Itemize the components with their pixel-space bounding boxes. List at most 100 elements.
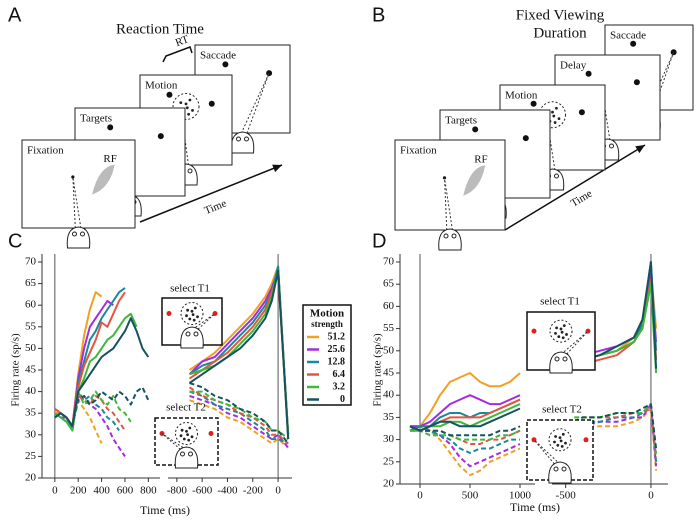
inset-label: select T1 xyxy=(540,296,580,308)
eye xyxy=(80,231,85,237)
eye xyxy=(562,356,568,362)
line-t1 xyxy=(188,265,290,435)
y-tick-label: 55 xyxy=(383,322,395,334)
line-t1 xyxy=(409,407,521,432)
target xyxy=(222,61,229,68)
motion-dot xyxy=(180,428,184,432)
line-t2 xyxy=(54,394,126,432)
motion-dot xyxy=(182,437,186,441)
x-tick-label: 400 xyxy=(93,485,110,497)
y-tick-label: 70 xyxy=(25,256,37,268)
line-t1 xyxy=(54,312,138,432)
motion-dot xyxy=(560,445,564,448)
y-tick-label: 45 xyxy=(383,367,395,379)
motion-dot xyxy=(558,436,562,439)
line-t2 xyxy=(573,403,658,449)
monkey-head xyxy=(438,228,462,251)
aperture xyxy=(549,319,573,343)
eye xyxy=(554,356,560,362)
motion-dot xyxy=(551,110,554,114)
motion-dot xyxy=(554,435,557,438)
y-tick-label: 70 xyxy=(383,256,395,268)
motion-dot xyxy=(557,117,561,121)
y-tick-label: 60 xyxy=(383,300,395,312)
legend-title: Motion xyxy=(310,308,344,320)
motion-dot xyxy=(555,106,558,110)
motion-dot xyxy=(193,306,197,310)
target xyxy=(472,126,479,133)
motion-dot xyxy=(559,439,563,443)
motion-dot xyxy=(553,121,557,124)
motion-dot xyxy=(186,433,190,437)
rt-label: RT xyxy=(174,33,191,49)
frame-label: Saccade xyxy=(200,50,236,62)
motion-dot xyxy=(188,426,192,430)
aperture xyxy=(548,428,572,452)
line-t1 xyxy=(54,299,114,428)
x-tick-label: 1000 xyxy=(509,490,532,502)
y-tick-label: 60 xyxy=(25,299,37,311)
frame-label: Saccade xyxy=(610,30,646,42)
panel-title: Duration xyxy=(533,25,587,41)
motion-dot xyxy=(557,335,561,339)
motion-dot xyxy=(185,314,188,318)
legend-title: strength xyxy=(311,319,343,329)
motion-dot xyxy=(561,336,565,340)
motion-dot xyxy=(190,435,194,439)
eye xyxy=(236,136,241,142)
x-tick-label: -400 xyxy=(217,485,238,497)
inset-label: select T2 xyxy=(166,402,206,414)
gaze-line xyxy=(563,330,589,358)
eye xyxy=(553,466,559,472)
monkey-head xyxy=(180,326,204,349)
frame-label: Fixation xyxy=(27,145,64,157)
line-t2 xyxy=(54,394,126,457)
gaze-line xyxy=(557,330,589,358)
eye xyxy=(443,233,449,239)
y-tick-label: 25 xyxy=(383,455,395,467)
target xyxy=(531,328,537,334)
y-tick-label: 30 xyxy=(383,433,395,445)
motion-dot xyxy=(190,309,194,313)
line-t2 xyxy=(189,399,289,449)
eye xyxy=(180,451,185,457)
motion-dot xyxy=(179,101,183,104)
aperture xyxy=(180,302,204,326)
y-tick-label: 20 xyxy=(25,472,37,484)
target xyxy=(530,100,537,107)
arrow-head xyxy=(635,145,645,154)
target xyxy=(578,109,585,116)
frame-label: Motion xyxy=(505,90,538,102)
motion-dot xyxy=(564,441,567,445)
x-tick-label: 0 xyxy=(275,485,281,497)
x-tick-label: 0 xyxy=(648,490,654,502)
y-tick-label: 55 xyxy=(25,320,37,332)
panel-title: Fixed Viewing xyxy=(516,7,605,23)
y-tick-label: 50 xyxy=(25,342,37,354)
target xyxy=(633,79,640,86)
x-tick-label: 0 xyxy=(417,490,423,502)
motion-dot xyxy=(562,324,566,328)
monkey-head xyxy=(230,131,255,154)
y-axis-label: Firing rate (sp/s) xyxy=(372,333,384,407)
eye xyxy=(188,451,193,457)
motion-dot xyxy=(185,429,188,433)
monkey-head xyxy=(548,461,572,484)
frame xyxy=(21,139,136,229)
aperture xyxy=(175,422,198,446)
line-t1 xyxy=(188,269,290,440)
x-tick-label: -600 xyxy=(192,485,213,497)
legend-box xyxy=(302,304,352,406)
gaze-line xyxy=(651,52,675,115)
motion-dot xyxy=(565,333,568,336)
motion-dot xyxy=(191,313,195,317)
panel-label: B xyxy=(372,4,385,26)
legend-label: 3.2 xyxy=(333,381,346,392)
legend-label: 6.4 xyxy=(333,369,346,380)
gaze-line xyxy=(444,177,454,235)
frame-label: Delay xyxy=(560,60,587,72)
eye xyxy=(187,168,193,174)
target xyxy=(166,91,173,98)
y-tick-label: 35 xyxy=(25,407,37,419)
